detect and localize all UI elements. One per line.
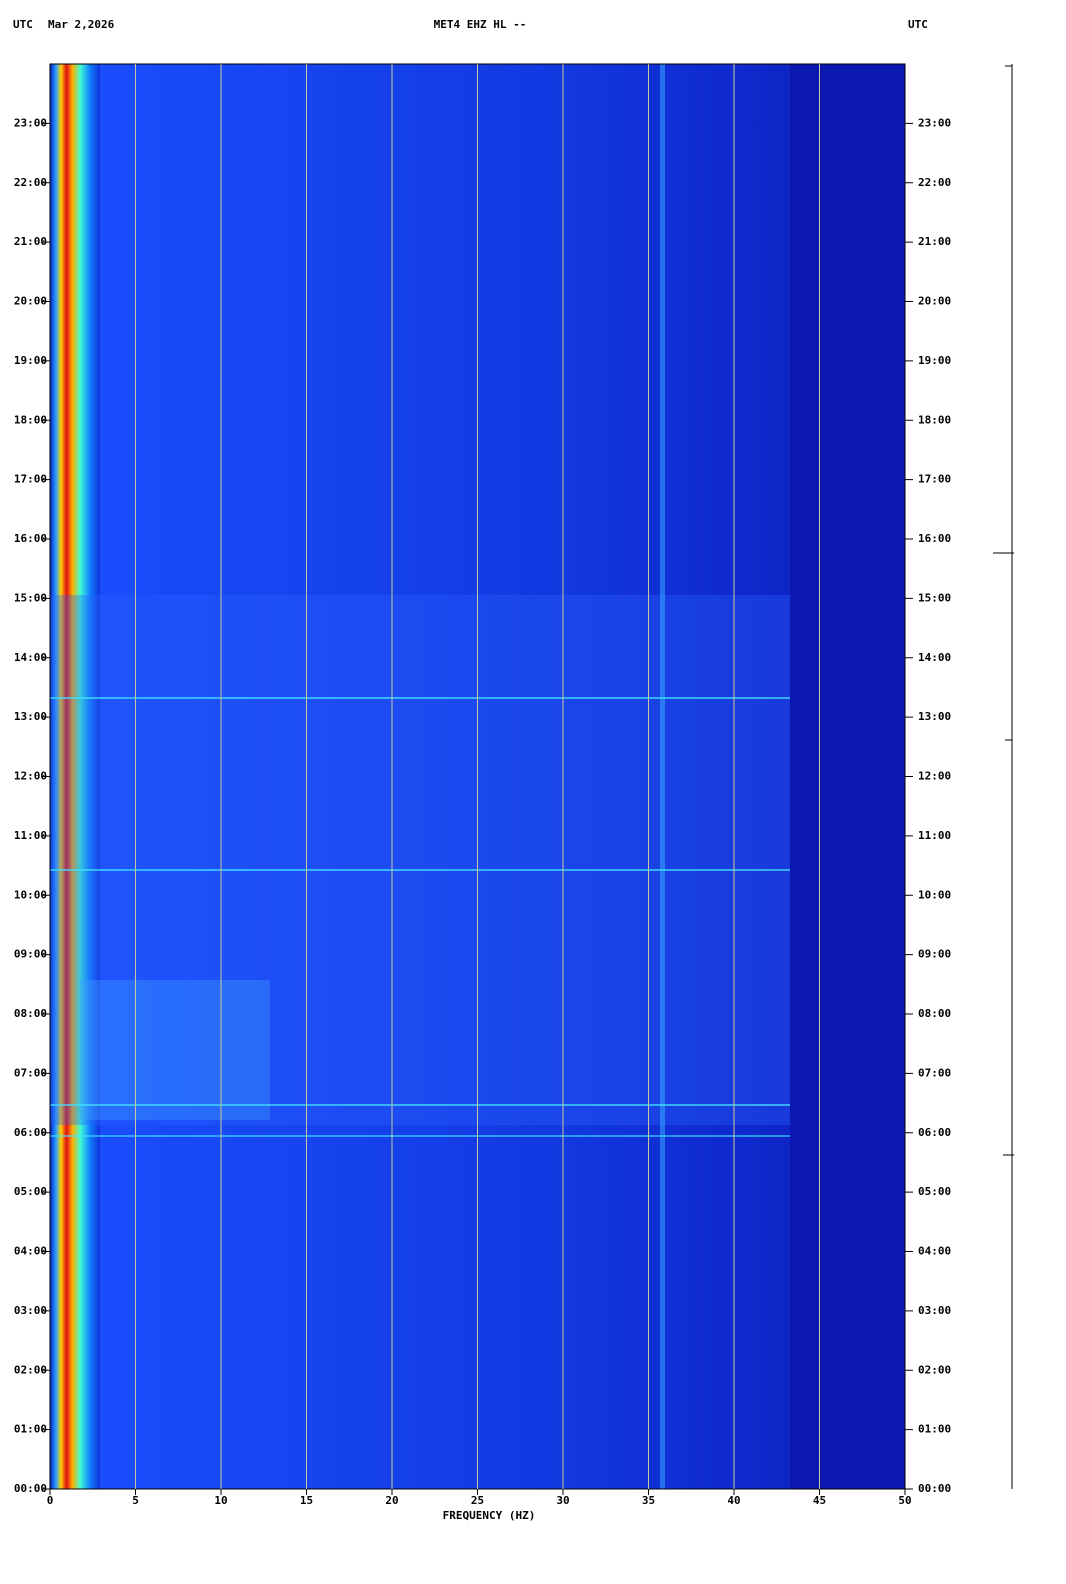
y-tick-label: 05:00 xyxy=(14,1185,47,1198)
x-tick-label: 5 xyxy=(132,1494,139,1507)
y-tick-label: 04:00 xyxy=(14,1245,47,1258)
x-tick-label: 35 xyxy=(642,1494,655,1507)
y-tick-label: 18:00 xyxy=(14,413,47,426)
y-tick-label-right: 04:00 xyxy=(918,1245,951,1258)
y-tick-label: 22:00 xyxy=(14,176,47,189)
y-tick-label: 17:00 xyxy=(14,473,47,486)
x-tick-label: 20 xyxy=(385,1494,398,1507)
y-tick-label-right: 18:00 xyxy=(918,413,951,426)
x-tick-label: 15 xyxy=(300,1494,313,1507)
y-tick-label: 09:00 xyxy=(14,948,47,961)
y-tick-label-right: 08:00 xyxy=(918,1007,951,1020)
trace-strip xyxy=(993,64,1014,1489)
y-tick-label-right: 21:00 xyxy=(918,235,951,248)
date: Mar 2,2026 xyxy=(48,18,115,31)
x-axis-label: FREQUENCY (HZ) xyxy=(443,1509,536,1522)
y-tick-label: 14:00 xyxy=(14,651,47,664)
x-tick-label: 0 xyxy=(47,1494,54,1507)
y-tick-label-right: 17:00 xyxy=(918,473,951,486)
x-tick-label: 25 xyxy=(471,1494,484,1507)
y-tick-label: 13:00 xyxy=(14,710,47,723)
y-tick-label-right: 10:00 xyxy=(918,888,951,901)
timezone-left: UTC xyxy=(13,18,33,31)
y-tick-label: 21:00 xyxy=(14,235,47,248)
y-tick-label: 03:00 xyxy=(14,1304,47,1317)
y-tick-label-right: 11:00 xyxy=(918,829,951,842)
y-tick-label: 15:00 xyxy=(14,591,47,604)
y-tick-label: 16:00 xyxy=(14,532,47,545)
chart-title: MET4 EHZ HL -- xyxy=(434,18,527,31)
y-tick-label-right: 01:00 xyxy=(918,1423,951,1436)
y-tick-label-right: 00:00 xyxy=(918,1482,951,1495)
y-tick-label: 07:00 xyxy=(14,1066,47,1079)
y-tick-label: 19:00 xyxy=(14,354,47,367)
y-tick-label-right: 22:00 xyxy=(918,176,951,189)
y-tick-label: 20:00 xyxy=(14,295,47,308)
y-tick-label-right: 07:00 xyxy=(918,1066,951,1079)
y-tick-label-right: 15:00 xyxy=(918,591,951,604)
y-tick-label-right: 19:00 xyxy=(918,354,951,367)
y-tick-label-right: 16:00 xyxy=(918,532,951,545)
y-tick-label: 11:00 xyxy=(14,829,47,842)
x-tick-label: 50 xyxy=(898,1494,911,1507)
y-tick-label: 12:00 xyxy=(14,770,47,783)
y-tick-label: 08:00 xyxy=(14,1007,47,1020)
y-tick-label-right: 23:00 xyxy=(918,116,951,129)
x-tick-label: 45 xyxy=(813,1494,826,1507)
y-tick-label-right: 20:00 xyxy=(918,295,951,308)
y-tick-label-right: 09:00 xyxy=(918,948,951,961)
y-tick-label-right: 02:00 xyxy=(918,1363,951,1376)
y-tick-label: 23:00 xyxy=(14,116,47,129)
x-tick-label: 30 xyxy=(556,1494,569,1507)
timezone-right: UTC xyxy=(908,18,928,31)
y-tick-label: 02:00 xyxy=(14,1363,47,1376)
x-tick-label: 10 xyxy=(214,1494,227,1507)
y-tick-label: 06:00 xyxy=(14,1126,47,1139)
y-tick-label-right: 06:00 xyxy=(918,1126,951,1139)
y-tick-label-right: 14:00 xyxy=(918,651,951,664)
y-tick-label: 10:00 xyxy=(14,888,47,901)
y-tick-label: 01:00 xyxy=(14,1423,47,1436)
y-tick-label-right: 05:00 xyxy=(918,1185,951,1198)
y-tick-label: 00:00 xyxy=(14,1482,47,1495)
y-tick-label-right: 03:00 xyxy=(918,1304,951,1317)
y-tick-label-right: 13:00 xyxy=(918,710,951,723)
x-tick-label: 40 xyxy=(727,1494,740,1507)
y-tick-label-right: 12:00 xyxy=(918,770,951,783)
